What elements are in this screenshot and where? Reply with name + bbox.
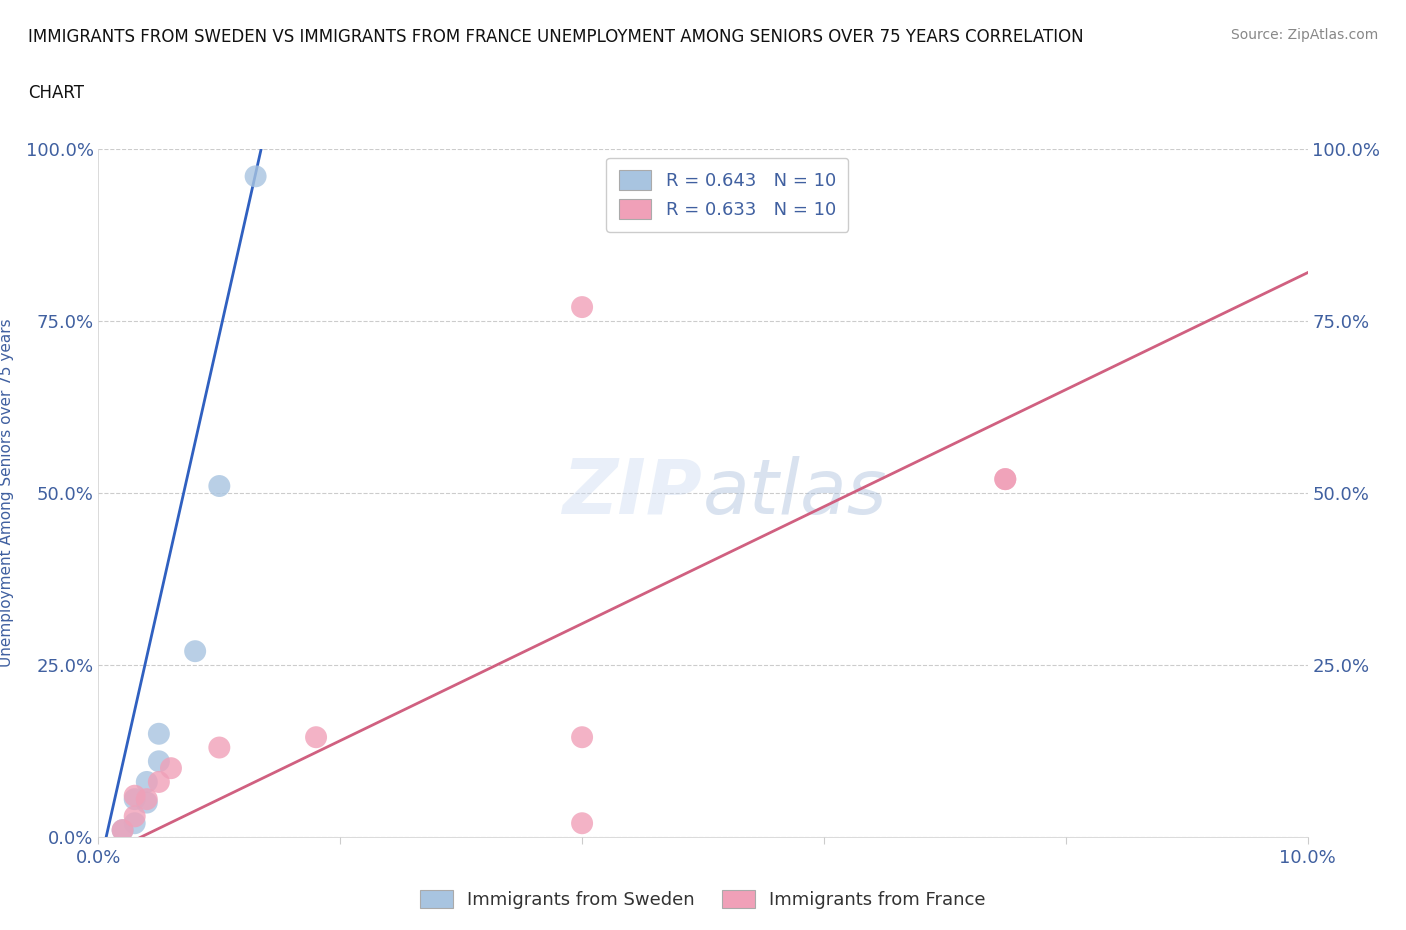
Point xyxy=(994,472,1017,486)
Point xyxy=(111,823,134,838)
Point xyxy=(148,775,170,790)
Point xyxy=(208,740,231,755)
Text: IMMIGRANTS FROM SWEDEN VS IMMIGRANTS FROM FRANCE UNEMPLOYMENT AMONG SENIORS OVER: IMMIGRANTS FROM SWEDEN VS IMMIGRANTS FRO… xyxy=(28,28,1084,46)
Point xyxy=(124,789,146,804)
Point xyxy=(135,795,157,810)
Point xyxy=(148,726,170,741)
Point xyxy=(305,730,328,745)
Text: CHART: CHART xyxy=(28,84,84,101)
Text: Source: ZipAtlas.com: Source: ZipAtlas.com xyxy=(1230,28,1378,42)
Point xyxy=(245,169,267,184)
Point xyxy=(208,479,231,494)
Point xyxy=(160,761,183,776)
Y-axis label: Unemployment Among Seniors over 75 years: Unemployment Among Seniors over 75 years xyxy=(0,319,14,667)
Text: atlas: atlas xyxy=(703,456,887,530)
Point xyxy=(571,299,593,314)
Point xyxy=(124,816,146,830)
Legend: R = 0.643   N = 10, R = 0.633   N = 10: R = 0.643 N = 10, R = 0.633 N = 10 xyxy=(606,158,848,232)
Point xyxy=(571,816,593,830)
Point xyxy=(124,791,146,806)
Point xyxy=(571,730,593,745)
Point xyxy=(135,791,157,806)
Point xyxy=(135,775,157,790)
Point xyxy=(111,823,134,838)
Point xyxy=(994,472,1017,486)
Legend: Immigrants from Sweden, Immigrants from France: Immigrants from Sweden, Immigrants from … xyxy=(413,883,993,916)
Point xyxy=(148,754,170,769)
Text: ZIP: ZIP xyxy=(564,456,703,530)
Point xyxy=(124,809,146,824)
Point xyxy=(184,644,207,658)
